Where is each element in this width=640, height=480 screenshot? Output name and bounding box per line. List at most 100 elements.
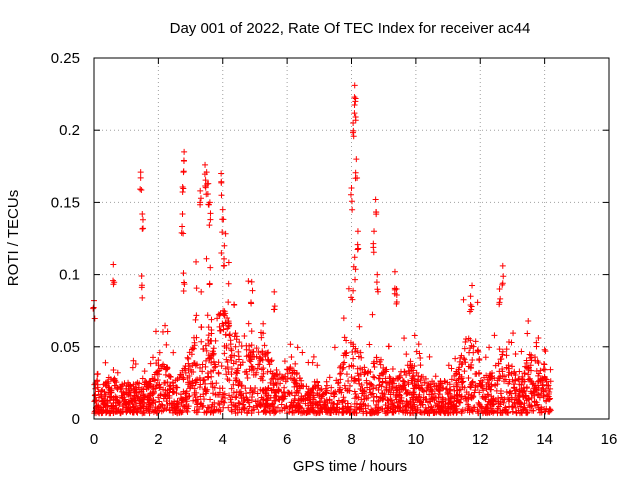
data-point	[159, 402, 166, 409]
data-point	[220, 307, 227, 314]
data-point	[228, 366, 235, 373]
data-point	[307, 387, 314, 394]
data-point	[324, 400, 331, 407]
data-point	[543, 405, 550, 412]
data-point	[451, 395, 458, 402]
data-point	[350, 287, 357, 294]
data-point	[102, 359, 109, 366]
data-point	[185, 355, 192, 362]
data-point	[547, 378, 554, 385]
data-point	[350, 133, 357, 140]
data-point	[402, 410, 409, 417]
data-point	[452, 355, 459, 362]
data-point	[272, 409, 279, 416]
data-point	[178, 229, 185, 236]
data-point	[139, 225, 146, 232]
data-point	[382, 375, 389, 382]
data-point	[481, 374, 488, 381]
data-point	[148, 397, 155, 404]
data-point	[183, 390, 190, 397]
data-point	[151, 407, 158, 414]
data-point	[415, 341, 422, 348]
data-point	[405, 401, 412, 408]
data-point	[408, 364, 415, 371]
data-point	[371, 409, 378, 416]
data-point	[239, 401, 246, 408]
data-point	[108, 402, 115, 409]
data-point	[302, 400, 309, 407]
data-point	[155, 371, 162, 378]
data-point	[218, 179, 225, 186]
data-point	[248, 328, 255, 335]
data-point	[304, 397, 311, 404]
data-point	[354, 228, 361, 235]
data-point	[525, 318, 532, 325]
data-point	[110, 261, 117, 268]
data-point	[467, 365, 474, 372]
data-point	[461, 356, 468, 363]
data-point	[218, 363, 225, 370]
data-point	[225, 369, 232, 376]
data-point	[446, 381, 453, 388]
data-point	[111, 279, 118, 286]
data-point	[339, 408, 346, 415]
data-point	[98, 410, 105, 417]
data-point	[201, 385, 208, 392]
data-point	[496, 286, 503, 293]
data-point	[157, 391, 164, 398]
data-point	[99, 386, 106, 393]
data-point	[540, 392, 547, 399]
data-point	[351, 388, 358, 395]
data-point	[209, 380, 216, 387]
data-point	[355, 372, 362, 379]
data-point	[531, 392, 538, 399]
data-point	[322, 390, 329, 397]
data-point	[271, 288, 278, 295]
data-point	[235, 399, 242, 406]
data-point	[178, 399, 185, 406]
data-point	[458, 408, 465, 415]
data-point	[291, 375, 298, 382]
data-point	[198, 288, 205, 295]
data-point	[255, 409, 262, 416]
data-point	[114, 386, 121, 393]
data-point	[207, 396, 214, 403]
data-point	[137, 186, 144, 193]
data-point	[369, 311, 376, 318]
data-point	[496, 301, 503, 308]
data-point	[383, 410, 390, 417]
data-point	[432, 409, 439, 416]
data-point	[542, 348, 549, 355]
data-point	[533, 368, 540, 375]
data-point	[390, 389, 397, 396]
data-point	[445, 395, 452, 402]
data-point	[228, 399, 235, 406]
data-point	[344, 400, 351, 407]
data-point	[498, 409, 505, 416]
data-point	[114, 369, 121, 376]
data-point	[260, 320, 267, 327]
data-point	[368, 406, 375, 413]
data-point	[187, 366, 194, 373]
data-point	[230, 389, 237, 396]
data-point	[150, 354, 157, 361]
data-point	[499, 348, 506, 355]
data-point	[182, 369, 189, 376]
data-point	[345, 404, 352, 411]
data-point	[458, 379, 465, 386]
data-point	[241, 369, 248, 376]
data-point	[349, 206, 356, 213]
data-point	[261, 342, 268, 349]
data-point	[397, 404, 404, 411]
data-point	[161, 379, 168, 386]
data-point	[270, 386, 277, 393]
data-point	[226, 331, 233, 338]
data-point	[138, 273, 145, 280]
data-point	[363, 379, 370, 386]
data-point	[528, 403, 535, 410]
data-point	[289, 370, 296, 377]
data-point	[152, 328, 159, 335]
data-point	[142, 378, 149, 385]
data-point	[139, 216, 146, 223]
data-point	[202, 357, 209, 364]
